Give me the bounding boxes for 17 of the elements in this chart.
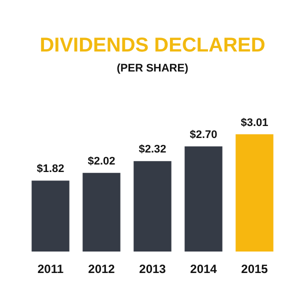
x-tick-label: 2012: [88, 262, 116, 276]
chart-title: DIVIDENDS DECLARED: [40, 34, 266, 57]
bar: [82, 172, 120, 252]
bar: [184, 146, 222, 252]
bar: [32, 180, 70, 252]
bar: [236, 134, 274, 252]
chart-subtitle: (PER SHARE): [116, 62, 189, 75]
x-tick-label: 2011: [37, 262, 64, 276]
bar: [134, 161, 172, 252]
x-tick-label: 2014: [190, 262, 218, 276]
data-label: $3.01: [240, 116, 268, 129]
x-tick-label: 2013: [139, 262, 166, 276]
data-label: $2.02: [88, 155, 116, 168]
data-label: $2.70: [190, 128, 218, 141]
data-label: $2.32: [138, 144, 166, 156]
data-label: $1.82: [36, 163, 64, 176]
x-tick-label: 2015: [241, 262, 268, 276]
